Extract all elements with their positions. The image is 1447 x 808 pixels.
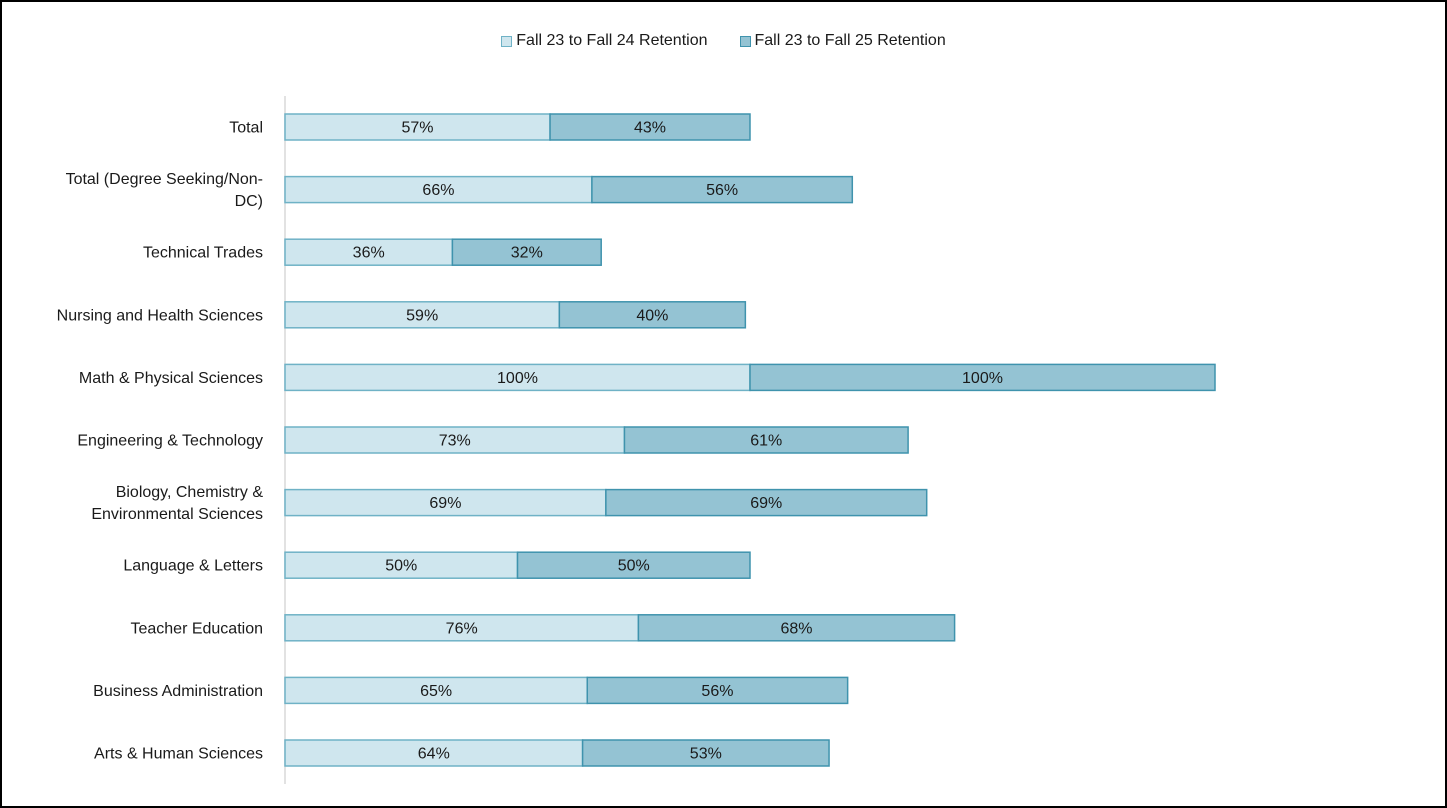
legend-swatch-fall25 [739,35,751,47]
bar-data-label: 69% [750,495,782,512]
category-label: Arts & Human Sciences [94,746,263,763]
legend-item-fall24: Fall 23 to Fall 24 Retention [501,32,708,50]
bar-segment [591,175,854,204]
category-label: Technical Trades [143,245,263,262]
bar-data-label: 66% [422,182,454,199]
bar-data-label: 68% [780,620,812,637]
category-label: Total [229,120,263,137]
bar-segment [284,551,519,579]
category-label: Math & Physical Sciences [79,370,263,387]
bar-segment [451,238,602,266]
bar-segment [284,113,551,141]
bar-data-label: 64% [418,746,450,763]
bar-data-label: 40% [636,307,668,324]
bar-data-label: 76% [446,620,478,637]
category-label: Biology, Chemistry & Environmental Scienc… [91,484,263,523]
legend-item-fall25: Fall 23 to Fall 25 Retention [739,32,946,50]
bar-data-label: 56% [701,683,733,700]
bar-data-label: 56% [706,182,738,199]
bar-data-label: 65% [420,683,452,700]
category-label: Total (Degree Seeking/Non-DC) [66,171,263,210]
bar-data-label: 32% [511,245,543,262]
bar-segment [284,739,584,767]
bar-data-label: 57% [402,120,434,137]
bar-segment [284,363,751,392]
bar-data-label: 61% [750,433,782,450]
bar-data-label: 59% [406,307,438,324]
category-label: Engineering & Technology [77,433,263,450]
category-label: Teacher Education [130,620,263,637]
category-labels: Total Total (Degree Seeking/Non-DC) Techni… [57,120,264,763]
bar-data-label: 36% [353,245,385,262]
bar-data-label: 53% [690,746,722,763]
bar-segment [605,488,928,517]
legend: Fall 23 to Fall 24 Retention Fall 23 to … [0,32,1447,50]
bar-segment [558,301,747,329]
bar-data-label: 43% [634,120,666,137]
legend-label-fall24: Fall 23 to Fall 24 Retention [516,32,708,49]
bar-segment [284,175,593,204]
bar-segment [284,614,640,642]
bar-segment [284,238,454,266]
bar-data-label: 50% [618,558,650,575]
bar-data-label: 50% [385,558,417,575]
bar-segment [637,614,956,642]
legend-swatch-fall24 [501,35,513,47]
bar-data-label: 69% [429,495,461,512]
bar-segment [623,426,909,454]
bar-segment [284,488,607,517]
bar-segment [284,426,626,454]
category-label: Business Administration [93,683,263,700]
bar-segment [581,739,830,767]
bar-data-label: 73% [439,433,471,450]
bar-segment [516,551,751,579]
bar-data-label: 100% [962,370,1003,387]
bar-segment [284,301,561,329]
bars [284,113,1216,767]
bar-segment [749,363,1216,392]
legend-label-fall25: Fall 23 to Fall 25 Retention [754,32,946,49]
category-label: Nursing and Health Sciences [57,307,263,324]
bar-segment [549,113,751,141]
category-label: Language & Letters [123,558,263,575]
data-labels: 57% 43% 66% 56% 36% 32% 59% 40% 100% 100% 73% 61% 69… [353,120,1003,763]
bar-data-label: 100% [497,370,538,387]
bar-segment [586,676,849,705]
